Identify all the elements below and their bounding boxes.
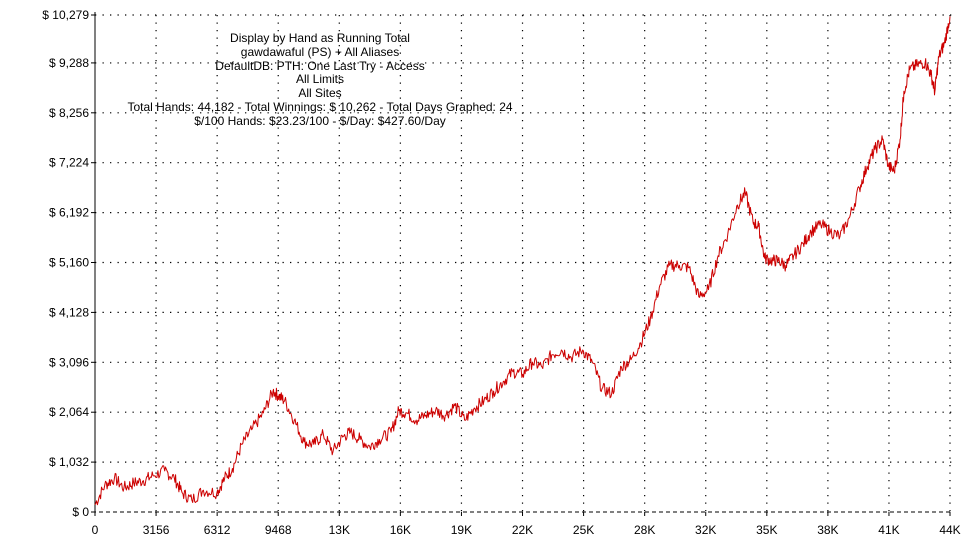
y-tick-label: $ 10,279 <box>42 8 89 22</box>
x-tick-label: 22K <box>512 523 533 537</box>
series-layer <box>94 16 951 506</box>
x-tick-label: 6312 <box>204 523 231 537</box>
info-line-totals: Total Hands: 44,182 - Total Winnings: $ … <box>127 100 512 114</box>
x-tick-label: 0 <box>92 523 99 537</box>
x-tick-label: 13K <box>329 523 350 537</box>
axes <box>91 12 952 516</box>
info-line-player: gawdawaful (PS) + All Aliases <box>241 45 399 59</box>
x-tick-label: 3156 <box>143 523 170 537</box>
series-line-0 <box>94 16 951 506</box>
y-tick-label: $ 9,288 <box>49 56 89 70</box>
grid-lines <box>95 14 952 512</box>
y-tick-label: $ 2,064 <box>49 405 89 419</box>
x-tick-label: 41K <box>878 523 899 537</box>
y-tick-label: $ 0 <box>72 505 89 519</box>
y-tick-label: $ 8,256 <box>49 106 89 120</box>
info-line-rates: $/100 Hands: $23.23/100 - $/Day: $427.60… <box>194 114 446 128</box>
x-tick-label: 19K <box>451 523 472 537</box>
y-tick-label: $ 3,096 <box>49 355 89 369</box>
y-tick-labels: $ 0 $ 1,032 $ 2,064 $ 3,096 $ 4,128 $ 5,160 $ … <box>42 8 89 519</box>
y-tick-label: $ 7,224 <box>49 156 89 170</box>
x-tick-label: 38K <box>817 523 838 537</box>
y-tick-label: $ 1,032 <box>49 455 89 469</box>
x-tick-labels: 0 3156 6312 9468 13K 16K 19K 22K 25K 28K 32K 35K 38K… <box>92 523 961 537</box>
x-tick-label: 32K <box>695 523 716 537</box>
info-line-limits: All Limits <box>296 72 344 86</box>
x-tick-label: 25K <box>573 523 594 537</box>
info-line-display-mode: Display by Hand as Running Total <box>230 31 410 45</box>
x-tick-label: 9468 <box>265 523 292 537</box>
info-line-sites: All Sites <box>298 86 341 100</box>
info-line-database: DefaultDB: PTH: One Last Try - Access <box>215 59 424 73</box>
y-tick-label: $ 6,192 <box>49 206 89 220</box>
y-tick-label: $ 4,128 <box>49 305 89 319</box>
info-text-block: Display by Hand as Running Total gawdawa… <box>127 31 512 128</box>
y-tick-label: $ 5,160 <box>49 256 89 270</box>
x-tick-label: 16K <box>390 523 411 537</box>
x-tick-label: 44K <box>939 523 960 537</box>
x-tick-label: 35K <box>756 523 777 537</box>
x-tick-label: 28K <box>634 523 655 537</box>
